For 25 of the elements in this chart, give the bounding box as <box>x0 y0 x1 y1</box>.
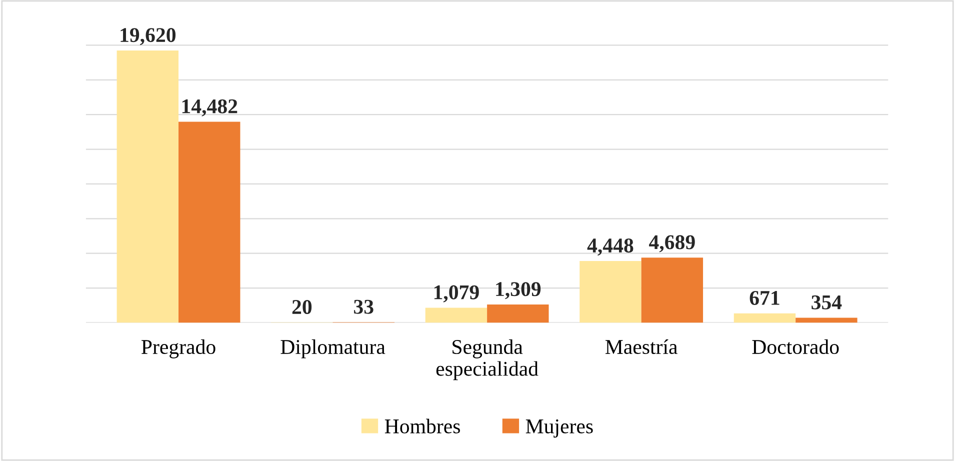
x-tick-label: Diplomatura <box>280 339 386 358</box>
data-label: 4,689 <box>649 235 695 252</box>
data-label: 19,620 <box>120 28 176 46</box>
bar <box>580 260 642 323</box>
bar <box>178 122 240 323</box>
data-label: 1,079 <box>434 285 479 302</box>
legend-label: Hombres <box>384 418 460 434</box>
bar <box>734 313 796 323</box>
bar <box>425 308 488 323</box>
x-tick-label: Doctorado <box>752 339 839 354</box>
data-label: 354 <box>812 295 842 310</box>
x-tick-label: Segunda especialidad <box>436 339 538 380</box>
data-label: 671 <box>750 290 780 305</box>
bar <box>116 50 179 323</box>
data-label: 20 <box>292 300 312 314</box>
bar <box>487 304 549 323</box>
bar <box>796 318 858 323</box>
data-label: 33 <box>354 300 374 314</box>
data-label: 4,448 <box>587 238 634 256</box>
data-label: 14,482 <box>182 99 238 116</box>
data-label: 1,309 <box>496 282 541 300</box>
bar <box>641 258 704 323</box>
legend-label: Mujeres <box>526 419 593 438</box>
x-tick-label: Maestría <box>605 339 678 354</box>
x-tick-label: Pregrado <box>142 339 216 358</box>
